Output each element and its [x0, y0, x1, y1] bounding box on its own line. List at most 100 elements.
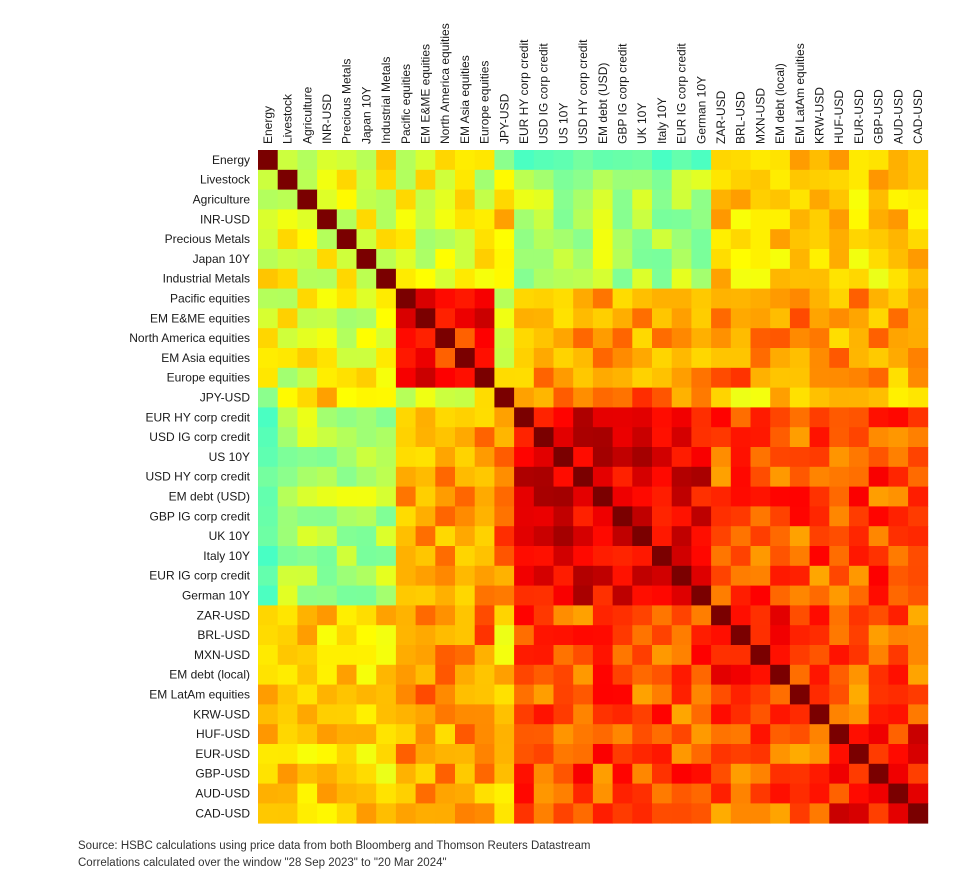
heatmap-cell — [770, 664, 791, 685]
heatmap-cell — [652, 150, 673, 171]
heatmap-cell — [494, 328, 515, 349]
heatmap-cell — [612, 625, 633, 646]
heatmap-cell — [711, 605, 732, 626]
heatmap-cell — [277, 466, 298, 487]
heatmap-cell — [908, 367, 929, 388]
heatmap-cell — [435, 466, 456, 487]
heatmap-cell — [789, 744, 810, 765]
heatmap-cell — [612, 744, 633, 765]
heatmap-cell — [711, 407, 732, 428]
heatmap-cell — [474, 803, 495, 824]
heatmap-cell — [770, 427, 791, 448]
heatmap-cell — [494, 585, 515, 606]
heatmap-cell — [789, 308, 810, 329]
heatmap-cell — [750, 565, 771, 586]
heatmap-cell — [632, 486, 653, 507]
heatmap-cell — [356, 585, 377, 606]
heatmap-cell — [652, 664, 673, 685]
heatmap-cell — [849, 348, 870, 369]
heatmap-cell — [730, 546, 751, 567]
heatmap-cell — [868, 664, 889, 685]
heatmap-cell — [514, 783, 535, 804]
heatmap-cell — [711, 565, 732, 586]
heatmap-cell — [356, 150, 377, 171]
heatmap-cell — [494, 367, 515, 388]
heatmap-cell — [376, 268, 397, 289]
heatmap-cell — [474, 268, 495, 289]
heatmap-cell — [533, 664, 554, 685]
heatmap-cell — [671, 744, 692, 765]
heatmap-cell — [455, 447, 476, 468]
heatmap-cell — [455, 506, 476, 527]
heatmap-cell — [317, 466, 338, 487]
heatmap-cell — [612, 268, 633, 289]
heatmap-cell — [868, 447, 889, 468]
heatmap-cell — [356, 427, 377, 448]
heatmap-cell — [711, 645, 732, 666]
heatmap-cell — [632, 803, 653, 824]
heatmap-cell — [770, 268, 791, 289]
heatmap-cell — [494, 763, 515, 784]
column-label: HUF-USD — [832, 90, 846, 144]
heatmap-cell — [435, 486, 456, 507]
column-label: USD IG corp credit — [537, 43, 551, 144]
heatmap-cell — [632, 189, 653, 210]
heatmap-cell — [612, 565, 633, 586]
heatmap-cell — [711, 427, 732, 448]
heatmap-cell — [494, 744, 515, 765]
heatmap-cell — [297, 348, 318, 369]
heatmap-cell — [750, 506, 771, 527]
heatmap-cell — [336, 605, 357, 626]
heatmap-cell — [888, 367, 909, 388]
heatmap-cell — [435, 328, 456, 349]
heatmap-cell — [888, 783, 909, 804]
heatmap-cell — [514, 625, 535, 646]
heatmap-cell — [632, 466, 653, 487]
heatmap-cell — [888, 506, 909, 527]
heatmap-cell — [395, 645, 416, 666]
heatmap-cell — [455, 150, 476, 171]
heatmap-cell — [671, 486, 692, 507]
heatmap-cell — [317, 684, 338, 705]
heatmap-cell — [770, 348, 791, 369]
heatmap-cell — [553, 565, 574, 586]
heatmap-cell — [809, 348, 830, 369]
heatmap-cell — [514, 150, 535, 171]
column-label: North America equities — [438, 23, 452, 144]
heatmap-cell — [849, 704, 870, 725]
heatmap-cell — [711, 209, 732, 230]
heatmap-cell — [553, 526, 574, 547]
heatmap-cell — [455, 565, 476, 586]
row-label: Industrial Metals — [163, 272, 250, 286]
heatmap-cell — [494, 447, 515, 468]
heatmap-cell — [868, 387, 889, 408]
heatmap-cell — [415, 407, 436, 428]
heatmap-cell — [691, 288, 712, 309]
heatmap-cell — [395, 169, 416, 190]
heatmap-cell — [553, 308, 574, 329]
heatmap-cell — [494, 605, 515, 626]
heatmap-cell — [455, 249, 476, 270]
heatmap-cell — [612, 169, 633, 190]
heatmap-cell — [612, 684, 633, 705]
heatmap-cell — [868, 803, 889, 824]
heatmap-cell — [750, 387, 771, 408]
heatmap-cell — [809, 486, 830, 507]
heatmap-cell — [592, 447, 613, 468]
heatmap-cell — [691, 565, 712, 586]
heatmap-cell — [455, 744, 476, 765]
heatmap-cell — [415, 268, 436, 289]
heatmap-cell — [494, 645, 515, 666]
heatmap-cell — [514, 744, 535, 765]
heatmap-cell — [770, 506, 791, 527]
row-label: AUD-USD — [195, 787, 250, 801]
heatmap-cell — [514, 684, 535, 705]
heatmap-cell — [711, 447, 732, 468]
heatmap-cell — [474, 229, 495, 250]
heatmap-cell — [356, 565, 377, 586]
heatmap-cell — [297, 387, 318, 408]
heatmap-cell — [258, 744, 279, 765]
column-label: EM debt (USD) — [596, 63, 610, 144]
heatmap-cell — [849, 229, 870, 250]
heatmap-cell — [435, 348, 456, 369]
